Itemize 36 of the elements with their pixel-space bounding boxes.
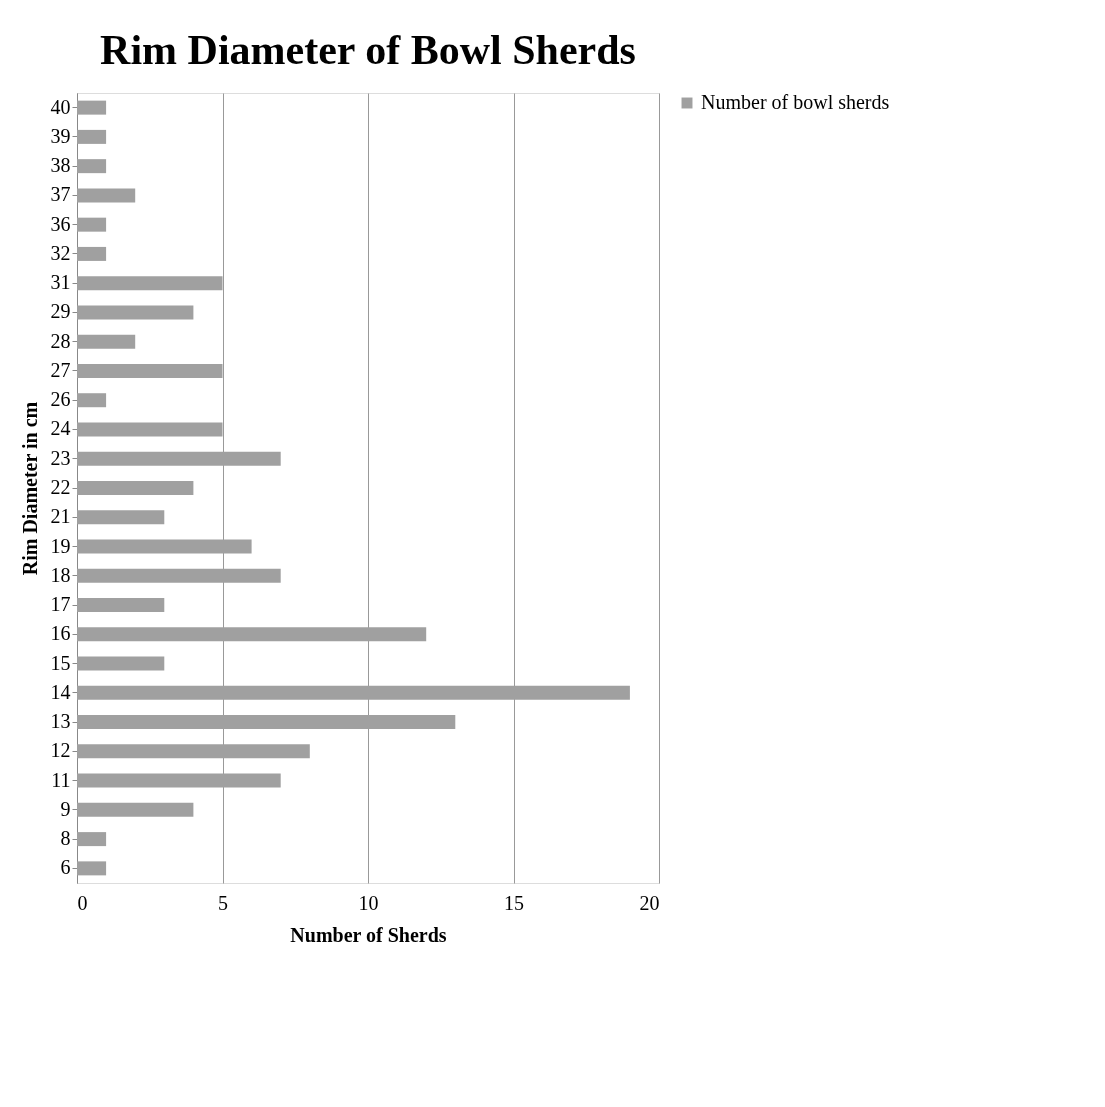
y-tick-label: 22 bbox=[50, 476, 71, 498]
x-tick-label: 20 bbox=[639, 891, 660, 914]
y-tick-label: 29 bbox=[50, 300, 71, 323]
x-tick-label: 5 bbox=[218, 891, 228, 914]
legend-label: Number of bowl sherds bbox=[701, 91, 890, 113]
y-tick-label: 39 bbox=[50, 124, 71, 147]
chart-title: Rim Diameter of Bowl Sherds bbox=[100, 27, 636, 73]
y-tick-label: 37 bbox=[50, 183, 71, 206]
y-tick-label: 26 bbox=[50, 388, 71, 411]
y-tick-label: 15 bbox=[50, 651, 71, 674]
y-tick-label: 27 bbox=[50, 358, 71, 381]
y-tick-label: 19 bbox=[50, 534, 71, 557]
y-tick-label: 40 bbox=[50, 95, 71, 118]
y-tick-label: 24 bbox=[50, 417, 71, 440]
y-tick-label: 12 bbox=[50, 739, 71, 762]
y-axis-title: Rim Diameter in cm bbox=[18, 401, 41, 576]
x-tick-label: 10 bbox=[358, 891, 379, 914]
y-tick-label: 38 bbox=[50, 154, 71, 177]
y-tick-label: 16 bbox=[50, 622, 71, 645]
y-tick-label: 32 bbox=[50, 241, 71, 264]
y-tick-label: 13 bbox=[50, 710, 71, 733]
x-axis-title: Number of Sherds bbox=[290, 923, 447, 946]
y-tick-label: 14 bbox=[50, 680, 71, 703]
y-tick-label: 6 bbox=[60, 856, 71, 879]
y-tick-label: 11 bbox=[51, 768, 71, 791]
y-tick-label: 9 bbox=[60, 797, 71, 820]
y-tick-label: 28 bbox=[50, 329, 71, 352]
x-tick-label: 0 bbox=[77, 891, 88, 914]
y-tick-label: 8 bbox=[60, 827, 71, 850]
y-tick-label: 18 bbox=[50, 563, 71, 586]
y-tick-label: 23 bbox=[50, 446, 71, 469]
y-tick-label: 36 bbox=[50, 212, 71, 235]
y-tick-label: 31 bbox=[50, 271, 71, 294]
x-tick-label: 15 bbox=[504, 891, 524, 914]
y-tick-label: 21 bbox=[50, 505, 71, 528]
y-tick-label: 17 bbox=[50, 593, 71, 616]
